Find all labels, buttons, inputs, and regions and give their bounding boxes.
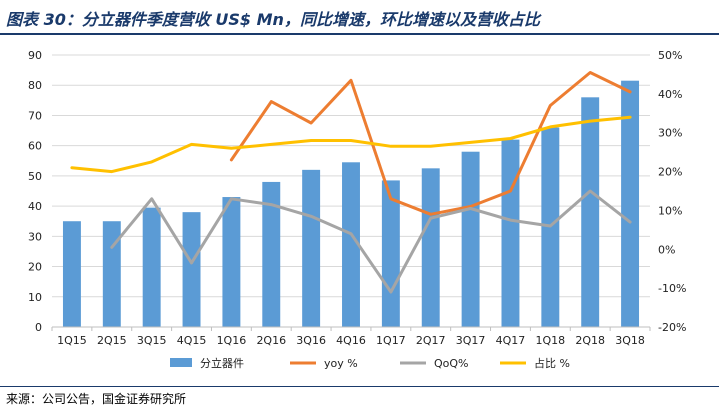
- chart-canvas: 0 10 20 30 40 50 60 70 80 90 -20% -10% 0% 10% 20% 30% 40…: [28, 49, 686, 370]
- y-left-tick-label: 70: [28, 109, 42, 122]
- bar: [222, 197, 241, 327]
- y-left-tick-label: 20: [28, 261, 42, 274]
- x-tick-label: 2Q15: [97, 334, 127, 347]
- series-line: [70, 115, 632, 174]
- x-tick-label: 1Q15: [57, 334, 87, 347]
- chart-title: 图表 30：分立器件季度营收 US$ Mn，同比增速，环比增速以及营收占比: [6, 10, 540, 29]
- y-right-tick-label: -10%: [658, 282, 686, 295]
- bar: [461, 151, 480, 327]
- x-tick-label: 3Q17: [456, 334, 486, 347]
- y-right-tick-label: 50%: [658, 49, 682, 62]
- x-tick-label: 3Q16: [296, 334, 326, 347]
- y-left-tick-label: 10: [28, 291, 42, 304]
- y-left-tick-label: 30: [28, 230, 42, 243]
- bar: [302, 169, 321, 327]
- legend-label: yoy %: [324, 357, 358, 370]
- y-right-tick-label: 40%: [658, 88, 682, 101]
- y-right-tick-label: 20%: [658, 166, 682, 179]
- bar: [102, 221, 121, 327]
- y-left-tick-label: 40: [28, 200, 42, 213]
- bar: [62, 221, 81, 327]
- title-divider: [0, 33, 719, 35]
- y-right-tick-label: 10%: [658, 204, 682, 217]
- bar: [182, 212, 201, 327]
- y-left-tick-label: 60: [28, 140, 42, 153]
- y-left-tick-label: 50: [28, 170, 42, 183]
- line-series: [70, 71, 632, 294]
- legend: 分立器件 yoy % QoQ% 占比 %: [170, 356, 570, 370]
- series-line: [110, 189, 632, 294]
- x-tick-label: 2Q18: [575, 334, 605, 347]
- axes: 0 10 20 30 40 50 60 70 80 90 -20% -10% 0% 10% 20% 30% 40…: [28, 49, 686, 347]
- source-note: 来源：公司公告，国金证券研究所: [6, 392, 187, 406]
- x-tick-label: 3Q18: [615, 334, 645, 347]
- bar: [142, 207, 161, 327]
- y-left-tick-label: 80: [28, 79, 42, 92]
- x-tick-label: 1Q17: [376, 334, 406, 347]
- bar-series: [62, 80, 640, 328]
- y-left-tick-label: 90: [28, 49, 42, 62]
- x-tick-label: 1Q16: [217, 334, 247, 347]
- bar: [581, 97, 600, 327]
- legend-label: 分立器件: [200, 356, 244, 370]
- x-tick-label: 4Q16: [336, 334, 366, 347]
- bar: [262, 181, 281, 327]
- series-line: [229, 71, 632, 216]
- title-bar: 图表 30：分立器件季度营收 US$ Mn，同比增速，环比增速以及营收占比: [0, 0, 719, 35]
- x-tick-label: 2Q17: [416, 334, 446, 347]
- footer-divider: [0, 386, 719, 387]
- y-right-tick-label: -20%: [658, 321, 686, 334]
- bar: [342, 162, 360, 327]
- legend-label: 占比 %: [534, 356, 570, 370]
- bar: [621, 80, 640, 327]
- bar: [421, 168, 440, 327]
- x-tick-label: 4Q15: [177, 334, 207, 347]
- bar: [381, 180, 400, 327]
- y-right-tick-label: 30%: [658, 127, 682, 140]
- y-right-tick-label: 0%: [658, 243, 675, 256]
- bar: [501, 139, 520, 327]
- x-tick-label: 1Q18: [536, 334, 566, 347]
- x-tick-label: 3Q15: [137, 334, 167, 347]
- legend-swatch: [170, 358, 192, 367]
- legend-label: QoQ%: [434, 357, 469, 370]
- y-left-tick-label: 0: [35, 321, 42, 334]
- x-tick-label: 2Q16: [256, 334, 286, 347]
- x-tick-label: 4Q17: [496, 334, 526, 347]
